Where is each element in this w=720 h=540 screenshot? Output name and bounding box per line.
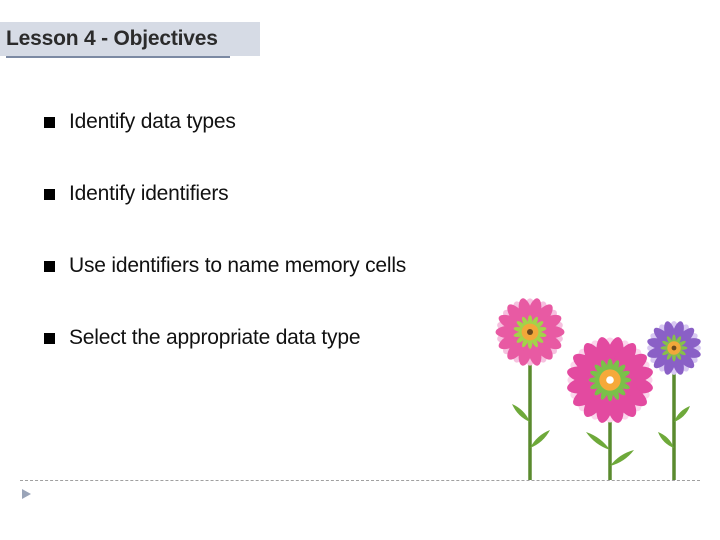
bullet-text: Select the appropriate data type <box>69 326 360 350</box>
footer-triangle-icon <box>22 489 31 499</box>
list-item: Identify identifiers <box>44 182 634 206</box>
title-bar: Lesson 4 - Objectives <box>0 22 260 56</box>
slide: Lesson 4 - Objectives Identify data type… <box>0 0 720 540</box>
bullet-square-icon <box>44 333 55 344</box>
list-item: Use identifiers to name memory cells <box>44 254 634 278</box>
bullet-square-icon <box>44 117 55 128</box>
list-item: Identify data types <box>44 110 634 134</box>
bullet-list: Identify data types Identify identifiers… <box>44 110 634 350</box>
bullet-square-icon <box>44 261 55 272</box>
title-underline <box>6 56 230 58</box>
bullet-text: Use identifiers to name memory cells <box>69 254 406 278</box>
bullet-text: Identify data types <box>69 110 236 134</box>
list-item: Select the appropriate data type <box>44 326 634 350</box>
bullet-text: Identify identifiers <box>69 182 228 206</box>
bullet-square-icon <box>44 189 55 200</box>
slide-title: Lesson 4 - Objectives <box>6 27 218 51</box>
divider-dashed <box>20 480 700 481</box>
